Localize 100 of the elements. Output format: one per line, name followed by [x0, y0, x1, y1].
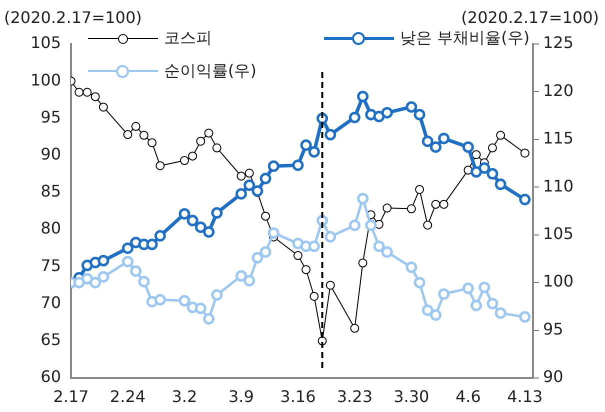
- y2-tick-label: 90: [543, 367, 564, 386]
- point: [519, 311, 531, 323]
- point: [310, 292, 319, 301]
- point: [373, 240, 385, 252]
- point: [422, 304, 434, 316]
- point: [430, 309, 442, 321]
- point: [131, 122, 140, 131]
- point: [486, 168, 498, 180]
- point: [203, 226, 215, 238]
- point: [478, 282, 490, 294]
- point: [122, 256, 134, 268]
- y-tick-label: 80: [40, 218, 61, 238]
- point: [73, 276, 85, 288]
- y-tick-label: 90: [40, 144, 61, 164]
- point: [308, 146, 320, 158]
- point: [414, 276, 426, 288]
- y-tick-label: 65: [40, 330, 61, 350]
- point: [406, 101, 418, 113]
- legend-label: 코스피: [164, 28, 212, 49]
- y-tick-label: 70: [40, 292, 61, 312]
- y2-tick-label: 100: [543, 272, 574, 291]
- point: [178, 208, 190, 220]
- point: [211, 207, 223, 219]
- point: [186, 214, 198, 226]
- point: [252, 185, 264, 197]
- point: [431, 200, 440, 209]
- point: [520, 148, 530, 158]
- point: [382, 204, 392, 213]
- point: [130, 265, 142, 277]
- point: [260, 246, 272, 258]
- x-tick-label: 3.16: [280, 386, 316, 406]
- point: [82, 88, 92, 97]
- point: [358, 258, 368, 268]
- point: [430, 141, 442, 153]
- point: [348, 220, 360, 232]
- point: [244, 179, 256, 191]
- y-tick-label: 75: [40, 256, 61, 275]
- y-tick-label: 105: [30, 33, 61, 52]
- point: [236, 172, 246, 181]
- point: [188, 152, 198, 161]
- point: [235, 270, 247, 282]
- point: [438, 132, 450, 144]
- point: [139, 130, 148, 140]
- point: [357, 192, 369, 204]
- point: [423, 220, 432, 230]
- point: [381, 106, 393, 118]
- point: [90, 92, 100, 102]
- x-tick-label: 4.13: [507, 386, 543, 406]
- x-tick-label: 2.17: [53, 386, 89, 406]
- point: [122, 242, 134, 254]
- point: [196, 136, 206, 146]
- point: [373, 110, 385, 122]
- point: [406, 262, 418, 274]
- y2-tick-label: 125: [543, 33, 574, 52]
- point: [415, 184, 424, 194]
- point: [154, 294, 166, 306]
- y-axis-title: (2020.2.17=100): [4, 8, 142, 27]
- y-tick-label: 85: [40, 182, 61, 201]
- point: [439, 200, 448, 209]
- point: [486, 298, 498, 310]
- point: [462, 282, 474, 294]
- legend-label: 낮은 부채비율(우): [400, 28, 530, 49]
- point: [123, 130, 132, 140]
- x-tick-label: 3.9: [228, 386, 254, 406]
- y2-tick-label: 115: [543, 128, 574, 148]
- point: [302, 265, 311, 274]
- point: [81, 273, 93, 285]
- point: [98, 102, 108, 112]
- y2-axis-title: (2020.2.17=100): [461, 8, 599, 27]
- point: [178, 294, 190, 306]
- point: [148, 138, 157, 148]
- point: [381, 246, 393, 258]
- point: [494, 178, 506, 190]
- point: [90, 276, 102, 288]
- point: [235, 188, 247, 200]
- point: [244, 168, 254, 178]
- point: [293, 251, 302, 260]
- point: [414, 108, 426, 120]
- point: [494, 307, 506, 319]
- point: [211, 289, 223, 301]
- point: [470, 166, 482, 178]
- point: [244, 274, 256, 286]
- point: [146, 238, 158, 250]
- x-tick-label: 4.6: [455, 386, 481, 406]
- point: [204, 128, 214, 138]
- point: [74, 88, 84, 97]
- point: [154, 230, 166, 242]
- point: [422, 136, 434, 148]
- y2-tick-label: 120: [543, 80, 574, 100]
- point: [81, 260, 93, 272]
- y2-tick-label: 105: [543, 224, 574, 244]
- point: [156, 161, 165, 170]
- point: [462, 141, 474, 153]
- point: [470, 300, 482, 312]
- point: [488, 143, 497, 152]
- point: [268, 227, 280, 239]
- y-tick-label: 60: [40, 367, 61, 386]
- point: [519, 194, 531, 206]
- point: [180, 156, 189, 166]
- point: [268, 160, 280, 172]
